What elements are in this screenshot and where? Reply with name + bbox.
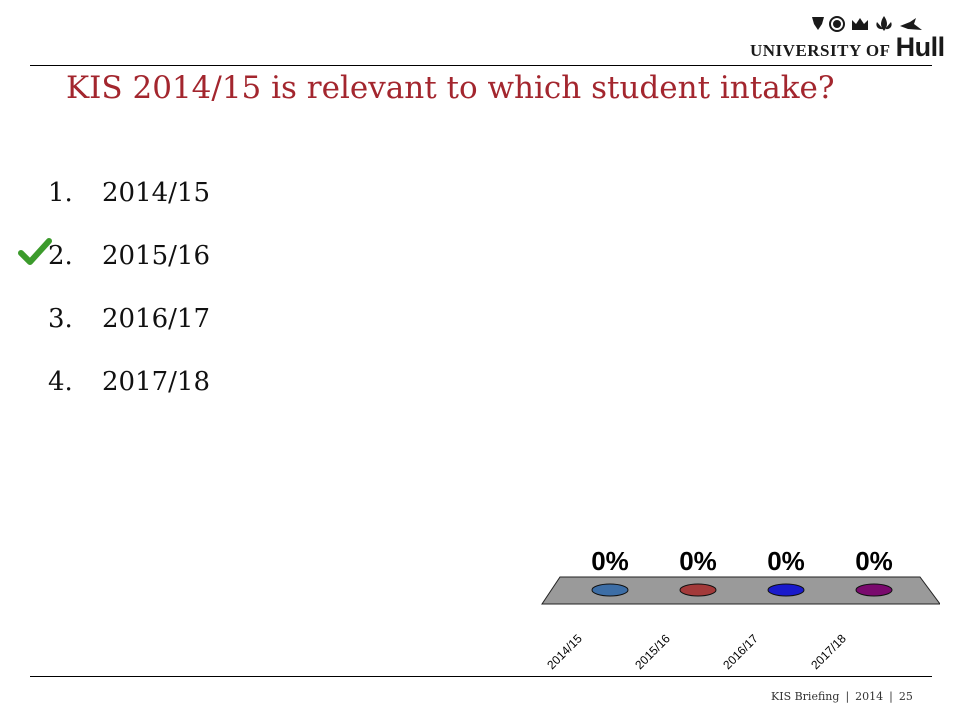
slide-title: KIS 2014/15 is relevant to which student… (66, 70, 835, 106)
option-label: 2016/17 (102, 304, 211, 334)
footer-section: KIS Briefing (771, 690, 840, 703)
logo-name: Hull (895, 32, 946, 62)
answer-options: 1. 2014/15 2. 2015/16 3. 2016/17 4. 2017/18 (18, 170, 211, 422)
chart-data-label: 0% (591, 546, 629, 576)
chart-category-label: 2015/16 (632, 631, 673, 672)
option-number: 2. (48, 241, 73, 271)
answer-option: 2. 2015/16 (18, 233, 211, 296)
chart-data-label: 0% (679, 546, 717, 576)
answer-option: 3. 2016/17 (48, 296, 210, 359)
answer-option: 1. 2014/15 (48, 170, 210, 233)
chart-bar (679, 583, 717, 597)
option-number: 1. (48, 178, 73, 208)
university-logo: UNIVERSITY OF Hull (750, 14, 945, 62)
logo-prefix: UNIVERSITY OF (750, 41, 891, 60)
chart-bar (767, 583, 805, 597)
option-number: 3. (48, 304, 73, 334)
chart-bar (591, 583, 629, 597)
chart-data-label: 0% (767, 546, 805, 576)
response-chart: 0% 2014/15 0% 2015/16 0% 2016/17 0% 2017/18 (541, 546, 940, 672)
chart-category-label: 2017/18 (808, 631, 849, 672)
footer-year: 2014 (855, 690, 884, 703)
answer-option: 4. 2017/18 (48, 359, 210, 422)
tudor-rose-icon (812, 17, 824, 30)
bird-icon (900, 18, 922, 30)
crest-icon (829, 16, 845, 32)
fleur-de-lis-icon (876, 16, 892, 31)
option-label: 2017/18 (102, 367, 211, 397)
chart-data-label: 0% (855, 546, 893, 576)
chart-category-label: 2016/17 (720, 631, 761, 672)
chart-bar (855, 583, 893, 597)
option-number: 4. (48, 367, 73, 397)
header-divider (30, 65, 932, 66)
footer-separator: | (889, 690, 893, 703)
slide-footer: KIS Briefing | 2014 | 25 (771, 690, 913, 703)
footer-divider (30, 676, 932, 677)
option-label: 2015/16 (102, 241, 211, 271)
logo-wordmark: UNIVERSITY OF Hull (750, 32, 945, 63)
page-number: 25 (898, 690, 913, 703)
footer-separator: | (845, 690, 850, 703)
chart-floor (541, 576, 940, 605)
checkmark-icon (18, 238, 52, 265)
option-label: 2014/15 (102, 178, 211, 208)
crown-icon (852, 18, 868, 30)
logo-emblems (812, 16, 922, 32)
chart-category-label: 2014/15 (544, 631, 585, 672)
